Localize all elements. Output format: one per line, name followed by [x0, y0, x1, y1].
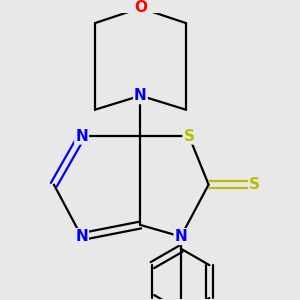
Text: S: S	[249, 177, 260, 192]
Text: N: N	[75, 129, 88, 144]
Text: N: N	[75, 229, 88, 244]
Text: N: N	[134, 88, 147, 103]
Text: N: N	[175, 229, 187, 244]
Text: O: O	[134, 0, 147, 15]
Text: S: S	[184, 129, 194, 144]
